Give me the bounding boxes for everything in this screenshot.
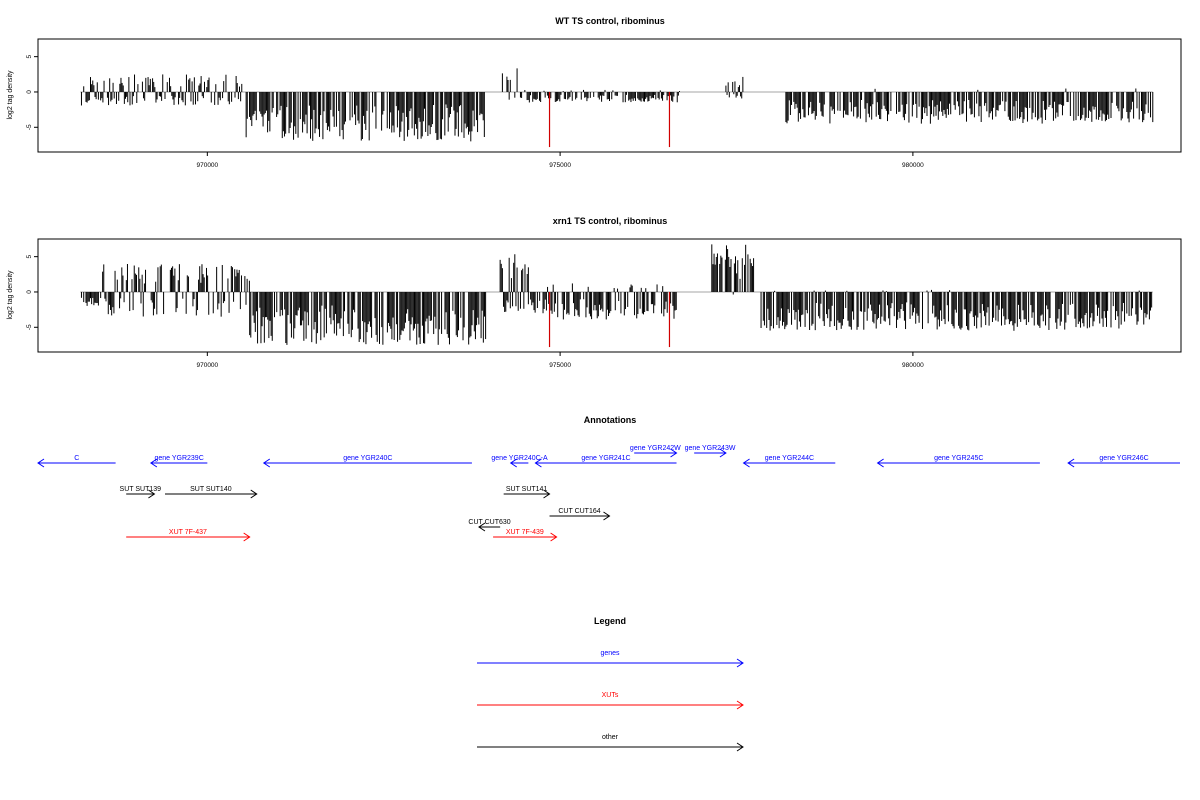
legend-item-other: other — [477, 734, 744, 752]
wt-chart-title: WT TS control, ribominus — [555, 16, 665, 26]
annotation-15: XUT 7F-437 — [126, 529, 251, 542]
annotation-10: SUT SUT139 — [120, 486, 162, 499]
annotation-label: XUT 7F-437 — [169, 529, 207, 536]
annotation-arrow-head — [543, 489, 551, 499]
wt-plot-frame — [37, 38, 1182, 153]
y-tick-label: 5 — [26, 254, 33, 258]
annotation-arrow-head — [742, 458, 750, 468]
xrn1-bars — [80, 244, 1153, 348]
annotation-label: gene YGR243W — [685, 445, 736, 452]
annotation-5: gene YGR242W — [630, 445, 681, 458]
annotation-6: gene YGR243W — [685, 445, 736, 458]
annotation-arrow-head — [478, 522, 486, 532]
annotation-label: C — [74, 455, 79, 462]
annotation-label: SUT SUT139 — [120, 486, 162, 493]
annotation-arrow-head — [534, 458, 542, 468]
annotation-arrow-head — [1067, 458, 1075, 468]
annotation-11: SUT SUT140 — [165, 486, 258, 499]
annotation-12: SUT SUT141 — [503, 486, 551, 499]
annotation-label: SUT SUT140 — [190, 486, 232, 493]
y-tick-label: 0 — [26, 290, 33, 294]
annotation-4: gene YGR241C — [534, 455, 677, 468]
annotation-label: gene YGR239C — [154, 455, 203, 462]
wt-bars — [80, 68, 1154, 148]
wt-axes: 970000 975000 980000 5 0 -5 — [26, 54, 924, 169]
legend-item-genes: genes — [477, 650, 744, 668]
annotation-label: gene YGR245C — [934, 455, 983, 462]
legend-label: other — [602, 734, 619, 741]
xrn1-density-panel: xrn1 TS control, ribominus log2 tag dens… — [7, 216, 1182, 369]
annotation-14: CUT CUT630 — [468, 519, 511, 532]
annotation-3: gene YGR240C-A — [491, 455, 548, 468]
xrn1-axes: 970000 975000 980000 5 0 -5 — [26, 254, 924, 369]
legend-arrow-head — [736, 658, 744, 668]
annotation-0: C — [37, 455, 116, 468]
annotation-label: gene YGR240C-A — [491, 455, 548, 462]
annotation-label: gene YGR242W — [630, 445, 681, 452]
annotation-arrow-head — [603, 511, 611, 521]
xrn1-y-axis-label: log2 tag density — [7, 270, 14, 320]
annotation-label: CUT CUT630 — [468, 519, 510, 526]
annotation-7: gene YGR244C — [742, 455, 836, 468]
annotations-title: Annotations — [584, 415, 637, 425]
wt-density-panel: WT TS control, ribominus log2 tag densit… — [7, 16, 1182, 169]
legend-entries: genes XUTs other — [477, 650, 744, 752]
annotation-arrow-head — [876, 458, 884, 468]
y-tick-label: 5 — [26, 54, 33, 58]
x-tick-label: 980000 — [902, 362, 924, 369]
annotation-13: CUT CUT164 — [549, 508, 611, 521]
annotation-arrow-head — [149, 458, 158, 468]
legend-arrow-head — [736, 700, 744, 710]
y-tick-label: -5 — [26, 124, 33, 130]
x-tick-label: 980000 — [902, 162, 924, 169]
legend-title: Legend — [594, 616, 626, 626]
annotation-arrow-head — [250, 489, 258, 499]
x-tick-label: 970000 — [196, 162, 218, 169]
annotation-arrow-head — [670, 448, 678, 458]
annotation-arrow-head — [509, 458, 517, 468]
annotation-arrow-head — [262, 458, 271, 468]
annotation-arrow-head — [148, 489, 156, 499]
annotation-16: XUT 7F-439 — [493, 529, 558, 542]
annotation-arrow-head — [550, 532, 558, 542]
annotation-label: SUT SUT141 — [506, 486, 548, 493]
legend-label: genes — [600, 650, 620, 657]
y-tick-label: -5 — [26, 324, 33, 330]
legend-item-XUTs: XUTs — [477, 692, 744, 710]
annotation-label: gene YGR244C — [765, 455, 814, 462]
annotation-label: gene YGR240C — [343, 455, 392, 462]
legend-label: XUTs — [602, 692, 619, 699]
annotation-1: gene YGR239C — [149, 455, 208, 468]
wt-y-axis-label: log2 tag density — [7, 70, 14, 120]
x-tick-label: 970000 — [196, 362, 218, 369]
x-tick-label: 975000 — [549, 362, 571, 369]
annotation-label: gene YGR241C — [581, 455, 630, 462]
annotation-label: XUT 7F-439 — [506, 529, 544, 536]
y-tick-label: 0 — [26, 90, 33, 94]
annotation-label: gene YGR246C — [1099, 455, 1148, 462]
annotation-label: CUT CUT164 — [558, 508, 600, 515]
x-tick-label: 975000 — [549, 162, 571, 169]
legend-panel: Legend genes XUTs other — [477, 616, 744, 752]
xrn1-plot-frame — [37, 238, 1182, 353]
annotation-arrow-head — [243, 532, 251, 542]
annotation-arrow-head — [719, 448, 727, 458]
xrn1-chart-title: xrn1 TS control, ribominus — [553, 216, 668, 226]
legend-arrow-head — [736, 742, 744, 752]
annotation-arrow-head — [37, 458, 45, 468]
annotation-2: gene YGR240C — [262, 455, 472, 468]
annotation-9: gene YGR246C — [1067, 455, 1180, 468]
annotation-8: gene YGR245C — [876, 455, 1040, 468]
